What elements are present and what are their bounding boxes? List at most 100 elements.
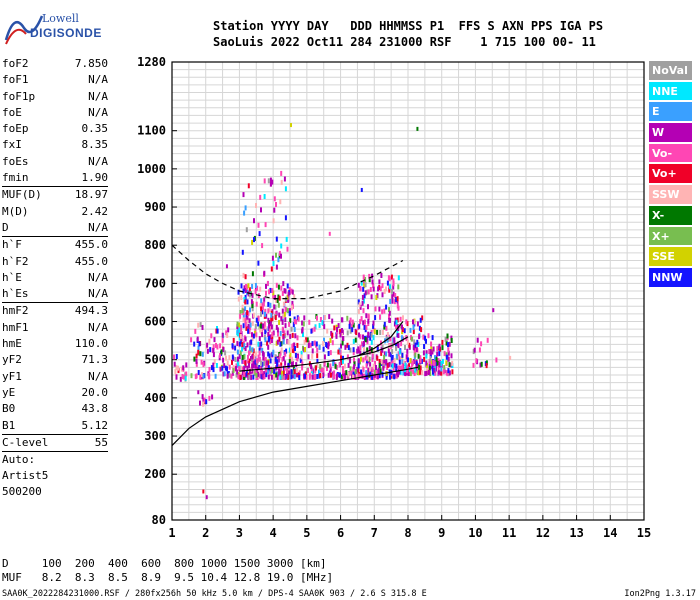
echo-point xyxy=(264,329,267,335)
echo-point xyxy=(378,373,381,379)
echo-point xyxy=(441,358,444,364)
echo-point xyxy=(295,372,298,378)
echo-point xyxy=(253,354,256,360)
echo-point xyxy=(271,255,274,261)
echo-point xyxy=(231,359,233,365)
echo-point xyxy=(244,205,247,211)
x-tick-label: 12 xyxy=(536,526,550,540)
echo-point xyxy=(339,332,342,338)
echo-point xyxy=(393,357,396,363)
param-row: fmin 1.90 xyxy=(2,170,108,186)
echo-point xyxy=(225,355,227,361)
echo-point xyxy=(354,369,357,374)
echo-point xyxy=(247,324,250,329)
echo-point xyxy=(258,336,261,342)
echo-point xyxy=(443,365,446,371)
echo-point xyxy=(254,370,257,376)
echo-point xyxy=(228,355,231,361)
echo-point xyxy=(293,369,296,375)
echo-point xyxy=(495,357,498,363)
legend-item: X+ xyxy=(649,226,692,246)
echo-point xyxy=(284,306,287,312)
muf-values-row: MUF 8.2 8.3 8.5 8.9 9.5 10.4 12.8 19.0 [… xyxy=(2,571,334,584)
echo-point xyxy=(271,331,274,337)
echo-point xyxy=(385,371,388,377)
echo-point xyxy=(198,341,201,347)
echo-point xyxy=(275,282,278,288)
echo-point xyxy=(339,372,341,378)
echo-point xyxy=(373,369,376,375)
echo-point xyxy=(252,348,255,354)
param-row: B0 43.8 xyxy=(2,401,108,417)
echo-point xyxy=(261,305,264,311)
echo-point xyxy=(380,273,383,278)
legend-item: X- xyxy=(649,205,692,225)
echo-point xyxy=(395,324,398,330)
echo-point xyxy=(389,284,391,290)
echo-point xyxy=(380,359,383,365)
echo-point xyxy=(272,218,275,224)
echo-point xyxy=(309,373,311,379)
echo-point xyxy=(279,365,282,371)
echo-point xyxy=(364,337,367,343)
echo-point xyxy=(393,340,396,345)
echo-point xyxy=(236,328,239,334)
echo-point xyxy=(475,358,478,364)
echo-point xyxy=(288,374,291,380)
echo-point xyxy=(260,302,263,308)
echo-point xyxy=(279,199,282,205)
echo-point xyxy=(340,360,343,365)
echo-point xyxy=(286,246,289,252)
echo-point xyxy=(243,371,246,377)
echo-point xyxy=(314,373,316,379)
echo-point xyxy=(376,374,379,380)
echo-point xyxy=(251,271,254,277)
echo-point xyxy=(448,341,451,347)
echo-point xyxy=(267,344,270,350)
echo-point xyxy=(372,286,375,292)
legend-item: NoVal xyxy=(649,61,692,80)
echo-point xyxy=(394,373,397,379)
echo-point xyxy=(313,340,316,346)
echo-point xyxy=(278,336,281,342)
echo-point xyxy=(441,345,444,351)
echo-point xyxy=(264,222,267,228)
echo-point xyxy=(267,332,270,337)
echo-point xyxy=(362,334,364,340)
echo-point xyxy=(356,348,359,354)
y-tick-label: 800 xyxy=(144,238,166,252)
echo-point xyxy=(361,294,364,300)
param-value: 43.8 xyxy=(81,402,109,416)
echo-point xyxy=(347,371,350,377)
echo-point xyxy=(216,344,219,350)
echo-point xyxy=(330,372,332,378)
echo-point xyxy=(274,354,277,360)
echo-point xyxy=(243,343,246,349)
echo-point xyxy=(265,313,268,319)
echo-point xyxy=(273,368,276,374)
echo-point xyxy=(318,344,321,350)
echo-point xyxy=(261,309,264,315)
echo-point xyxy=(362,274,365,280)
echo-point xyxy=(251,354,254,360)
echo-point xyxy=(274,298,277,303)
echo-point xyxy=(400,365,402,371)
echo-point xyxy=(353,361,356,367)
echo-point xyxy=(225,264,228,269)
echo-point xyxy=(265,372,268,378)
echo-point xyxy=(278,250,281,256)
echo-point xyxy=(257,341,260,347)
echo-point xyxy=(254,289,257,295)
param-name: B1 xyxy=(2,418,16,432)
echo-point xyxy=(278,353,281,359)
echo-point xyxy=(283,330,286,336)
echo-point xyxy=(409,327,412,333)
echo-point xyxy=(301,320,304,326)
echo-point xyxy=(244,274,247,280)
echo-point xyxy=(399,369,402,375)
echo-point xyxy=(355,330,358,336)
echo-point xyxy=(195,359,198,364)
param-separator xyxy=(2,236,108,238)
echo-point xyxy=(394,293,397,298)
echo-point xyxy=(202,401,205,407)
